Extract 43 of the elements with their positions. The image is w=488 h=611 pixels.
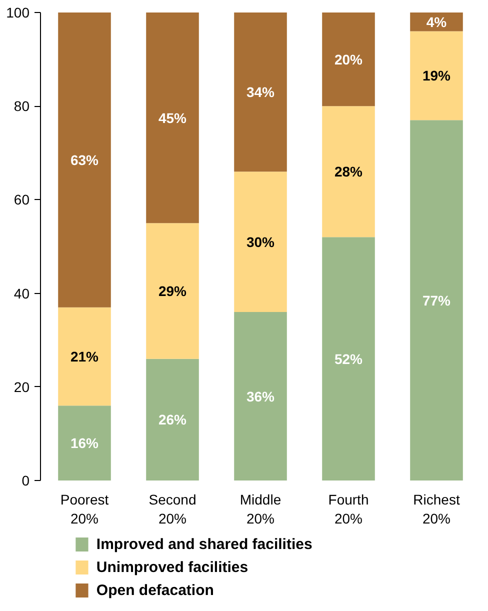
data-label: 21% <box>70 348 100 364</box>
data-label: 26% <box>158 412 188 428</box>
bar <box>146 223 199 359</box>
data-label: 28% <box>334 164 364 180</box>
bar <box>146 12 199 224</box>
data-label: 20% <box>334 51 364 68</box>
y-tick-label: 40 <box>14 285 30 302</box>
y-tick-label: 80 <box>14 98 30 114</box>
data-label: 16% <box>70 435 100 452</box>
x-tick-label: Middle 20% <box>240 492 282 527</box>
bar <box>58 12 111 308</box>
y-tick-label: 60 <box>14 192 30 208</box>
bar <box>410 31 463 120</box>
y-tick-label: 20 <box>14 378 30 395</box>
bar <box>58 307 111 406</box>
legend-label: Unimproved facilities <box>96 559 248 576</box>
data-label: 30% <box>246 234 276 250</box>
x-tick-label: Fourth 20% <box>328 492 369 527</box>
data-label: 29% <box>158 282 188 299</box>
y-tick-label: 0 <box>22 472 30 488</box>
y-tick-label: 100 <box>6 4 30 20</box>
data-label: 36% <box>246 388 276 404</box>
data-label: 52% <box>334 350 364 367</box>
x-tick-label: Richest 20% <box>413 492 460 527</box>
bar <box>322 12 375 106</box>
data-label: 63% <box>70 152 100 168</box>
bar <box>234 312 287 480</box>
data-label: 4% <box>426 14 448 30</box>
bar <box>322 237 375 480</box>
bar <box>234 12 287 172</box>
x-tick-label: Poorest 20% <box>60 492 109 527</box>
bar <box>322 106 375 238</box>
legend-label: Improved and shared facilities <box>96 536 312 553</box>
legend-label: Open defacation <box>96 582 214 599</box>
bar <box>58 406 111 480</box>
bar <box>146 358 199 480</box>
data-label: 45% <box>158 110 188 126</box>
data-label: 19% <box>422 68 452 84</box>
bar <box>234 172 287 312</box>
bar <box>410 120 463 480</box>
data-label: 77% <box>422 292 452 308</box>
x-tick-label: Second 20% <box>148 492 196 527</box>
data-label: 34% <box>246 84 276 100</box>
